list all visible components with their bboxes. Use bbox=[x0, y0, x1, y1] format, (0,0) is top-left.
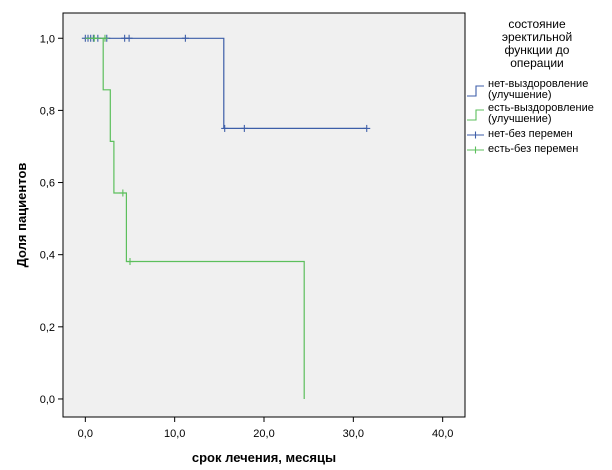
y-tick-label: 0,4 bbox=[40, 250, 55, 262]
censor-mark-1 bbox=[125, 34, 133, 42]
y-tick-label: 0,0 bbox=[40, 394, 55, 406]
x-tick-label: 0,0 bbox=[78, 428, 93, 440]
x-axis-title: срок лечения, месяцы bbox=[192, 450, 336, 465]
legend-title-line: состояние bbox=[508, 17, 566, 31]
legend-title-line: функции до bbox=[505, 43, 570, 57]
legend-entry: нет-выздоровление(улучшение) bbox=[467, 78, 588, 101]
legend-title-line: эректильной bbox=[502, 30, 572, 44]
y-axis-title: Доля пациентов bbox=[14, 163, 29, 268]
censor-mark-1 bbox=[181, 34, 189, 42]
legend-swatch bbox=[467, 85, 484, 97]
censor-mark-2 bbox=[101, 34, 109, 42]
x-tick-label: 20,0 bbox=[253, 428, 274, 440]
legend-entry: есть-без перемен bbox=[467, 143, 578, 155]
legend-label: нет-выздоровление bbox=[488, 78, 588, 90]
legend-label: (улучшение) bbox=[488, 89, 552, 101]
censor-mark-1 bbox=[363, 124, 371, 132]
censor-mark-2 bbox=[119, 189, 127, 197]
x-tick-label: 10,0 bbox=[164, 428, 185, 440]
legend-entry: нет-без перемен bbox=[467, 128, 573, 140]
censor-mark-1 bbox=[221, 124, 229, 132]
legend-label: нет-без перемен bbox=[488, 128, 573, 140]
y-tick-label: 0,6 bbox=[40, 178, 55, 190]
censor-mark-1 bbox=[240, 124, 248, 132]
series-layer bbox=[81, 34, 371, 399]
legend-label: есть-без перемен bbox=[488, 143, 578, 155]
censor-mark-2 bbox=[126, 258, 134, 266]
censor-mark-2 bbox=[90, 34, 98, 42]
survival-step-line-1 bbox=[85, 37, 367, 129]
x-tick-label: 30,0 bbox=[343, 428, 364, 440]
y-tick-label: 0,2 bbox=[40, 322, 55, 334]
x-tick-label: 40,0 bbox=[432, 428, 453, 440]
legend-label: есть-выздоровление bbox=[488, 102, 594, 114]
legend-swatch bbox=[467, 109, 484, 121]
axis-ticks: 0,0 10,0 20,0 30,0 40,0 0,0 0,2 0,4 0,6 0,8 1,0 bbox=[40, 33, 454, 440]
legend-label: (улучшение) bbox=[488, 113, 552, 125]
y-tick-label: 0,8 bbox=[40, 105, 55, 117]
legend-title-line: операции bbox=[510, 56, 563, 70]
y-tick-label: 1,0 bbox=[40, 33, 55, 45]
plot-area bbox=[62, 12, 466, 418]
legend-entry: есть-выздоровление(улучшение) bbox=[467, 102, 594, 125]
survival-step-line-2 bbox=[85, 37, 305, 399]
